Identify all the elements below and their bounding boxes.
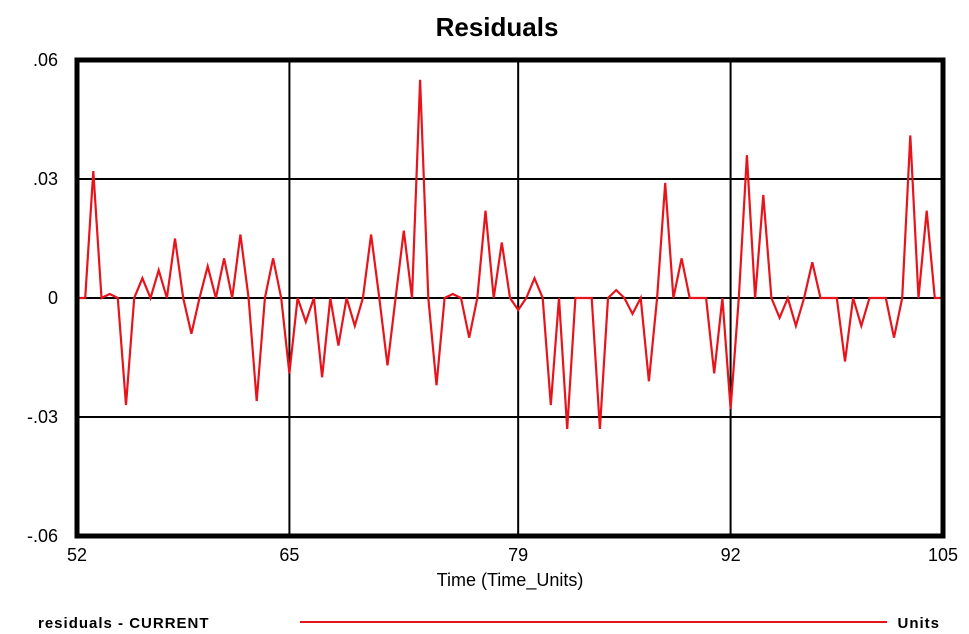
legend-series-name: residuals - CURRENT — [38, 615, 210, 632]
series-line-residuals — [77, 79, 943, 429]
x-tick-label: 65 — [279, 545, 299, 565]
y-axis-ticks: .06 .03 0 -.03 -.06 — [27, 50, 58, 546]
x-axis-label: Time (Time_Units) — [437, 570, 584, 591]
plot-frame — [74, 57, 946, 539]
y-tick-label: -.06 — [27, 526, 58, 546]
x-tick-label: 105 — [928, 545, 958, 565]
x-tick-label: 52 — [67, 545, 87, 565]
legend-series-unit: Units — [898, 615, 941, 632]
y-tick-label: 0 — [48, 288, 58, 308]
y-tick-label: -.03 — [27, 407, 58, 427]
series-layer — [77, 79, 943, 429]
x-tick-label: 79 — [508, 545, 528, 565]
chart-title: Residuals — [436, 12, 559, 42]
y-tick-label: .03 — [33, 169, 58, 189]
legend: residuals - CURRENT Units — [38, 615, 941, 632]
x-axis-ticks: 52 65 79 92 105 — [67, 545, 958, 565]
x-tick-label: 92 — [721, 545, 741, 565]
y-tick-label: .06 — [33, 50, 58, 70]
